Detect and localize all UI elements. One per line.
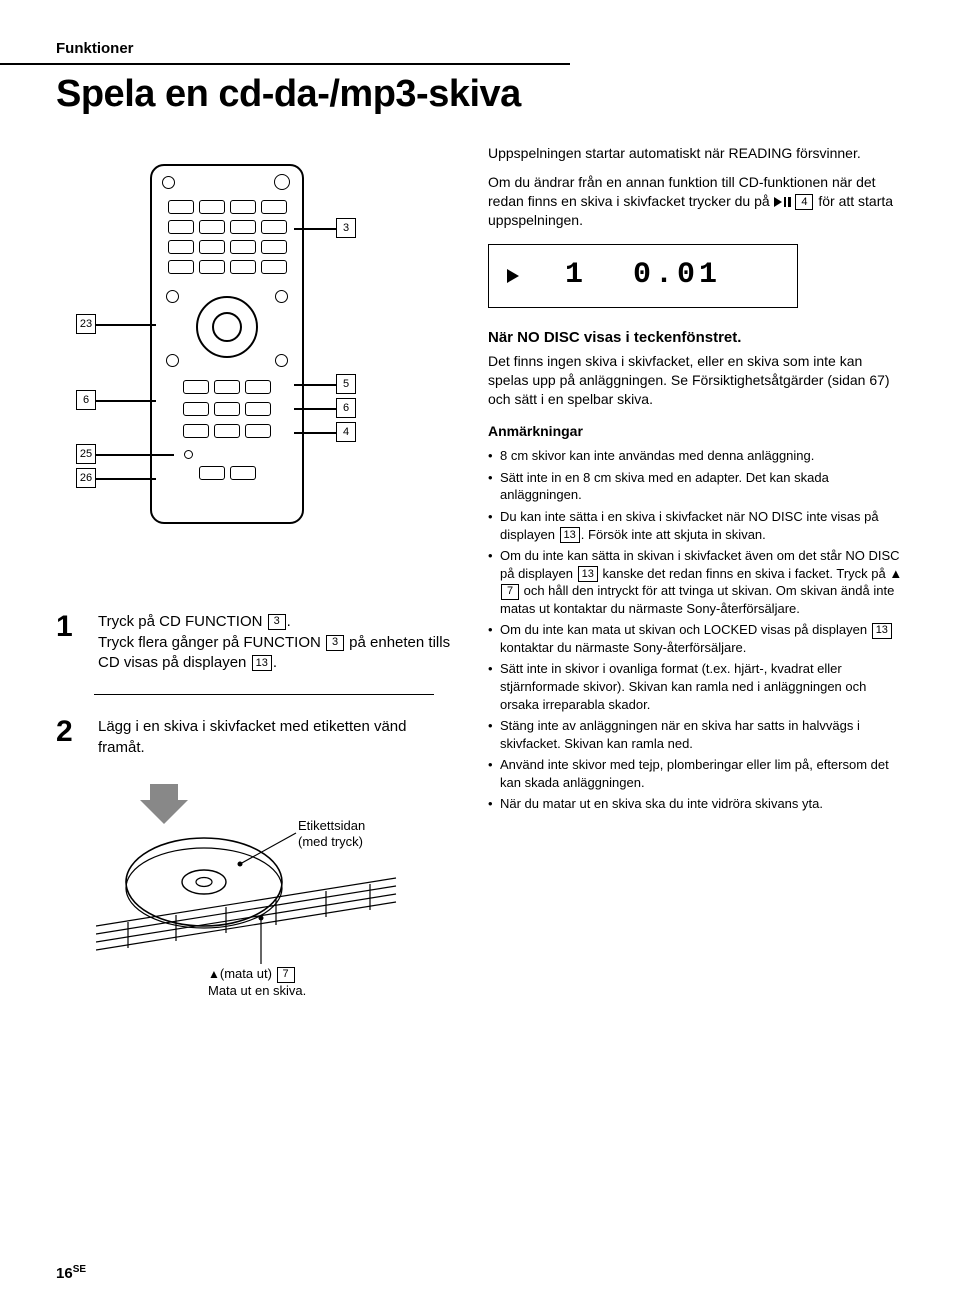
note-item: Sätt inte in skivor i ovanliga format (t… <box>488 660 904 713</box>
callout-26: 26 <box>76 468 96 488</box>
step-2: 2 Lägg i en skiva i skivfacket med etike… <box>56 717 456 758</box>
eject-text-a: (mata ut) <box>220 966 276 981</box>
play-icon <box>507 269 519 283</box>
note-item: 8 cm skivor kan inte användas med denna … <box>488 447 904 465</box>
step-1-text-b: Tryck flera gånger på FUNCTION <box>98 634 325 651</box>
play-pause-icon <box>774 197 791 207</box>
eject-text-b: Mata ut en skiva. <box>208 983 306 998</box>
step-2-text: Lägg i en skiva i skivfacket med etikett… <box>98 717 456 758</box>
keycap-7: 7 <box>277 967 295 983</box>
note-item: Sätt inte in en 8 cm skiva med en adapte… <box>488 469 904 504</box>
note-item: Om du inte kan mata ut skivan och LOCKED… <box>488 621 904 656</box>
section-rule <box>0 63 570 65</box>
page-title: Spela en cd-da-/mp3-skiva <box>56 73 904 116</box>
keycap: 13 <box>872 623 892 639</box>
keycap: 13 <box>578 566 598 582</box>
note-item: När du matar ut en skiva ska du inte vid… <box>488 795 904 813</box>
intro-p2: Om du ändrar från en annan funktion till… <box>488 173 904 230</box>
disc-figure: Etikettsidan (med tryck) ▲(mata ut) 7 Ma… <box>96 778 416 998</box>
note-item: Du kan inte sätta i en skiva i skivfacke… <box>488 508 904 543</box>
step-1: 1 Tryck på CD FUNCTION 3. Tryck flera gå… <box>56 612 456 674</box>
remote-diagram: 23 6 25 26 3 5 6 4 <box>76 164 436 584</box>
keycap-3b: 3 <box>326 635 344 651</box>
nodisc-body: Det finns ingen skiva i skivfacket, elle… <box>488 352 904 409</box>
callout-6: 6 <box>76 390 96 410</box>
callout-3: 3 <box>336 218 356 238</box>
callout-5: 5 <box>336 374 356 394</box>
step-2-number: 2 <box>56 717 84 758</box>
note-item: Använd inte skivor med tejp, plomberinga… <box>488 756 904 791</box>
notes-list: 8 cm skivor kan inte användas med denna … <box>488 447 904 812</box>
callout-23: 23 <box>76 314 96 334</box>
callout-25: 25 <box>76 444 96 464</box>
keycap: 13 <box>560 527 580 543</box>
display-panel: 1 0.01 <box>488 244 798 308</box>
display-track: 1 <box>565 255 587 296</box>
callout-4: 4 <box>336 422 356 442</box>
keycap-13: 13 <box>252 655 272 671</box>
note-item: Om du inte kan sätta in skivan i skivfac… <box>488 547 904 617</box>
notes-title: Anmärkningar <box>488 422 904 441</box>
page-number: 16SE <box>56 1264 86 1282</box>
intro-p1: Uppspelningen startar automatiskt när RE… <box>488 144 904 163</box>
disc-label-line2: (med tryck) <box>298 834 363 849</box>
note-item: Stäng inte av anläggningen när en skiva … <box>488 717 904 752</box>
section-label: Funktioner <box>56 40 146 57</box>
eject-icon: ▲ <box>208 967 220 981</box>
keycap-4: 4 <box>795 194 813 210</box>
disc-label-line1: Etikettsidan <box>298 818 365 833</box>
step-1-text-a: Tryck på CD FUNCTION <box>98 613 267 630</box>
keycap: 7 <box>501 584 519 600</box>
step-1-number: 1 <box>56 612 84 674</box>
callout-6r: 6 <box>336 398 356 418</box>
keycap-3: 3 <box>268 614 286 630</box>
nodisc-title: När NO DISC visas i teckenfönstret. <box>488 328 904 348</box>
display-time: 0.01 <box>633 255 721 296</box>
